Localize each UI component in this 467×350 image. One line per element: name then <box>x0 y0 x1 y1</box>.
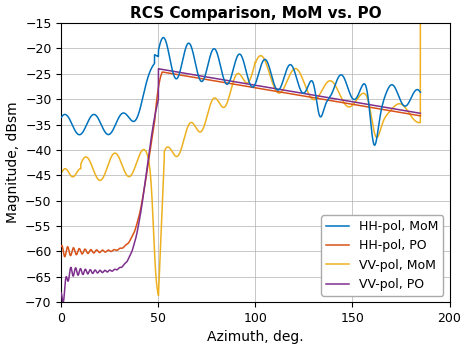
HH-pol, MoM <box>124 113 129 117</box>
HH-pol, PO <box>326 98 332 103</box>
VV-pol, PO <box>354 100 360 105</box>
HH-pol, MoM <box>417 90 423 94</box>
VV-pol, MoM <box>58 171 64 175</box>
VV-pol, PO <box>156 67 161 71</box>
VV-pol, MoM <box>196 129 201 133</box>
HH-pol, MoM <box>196 74 201 78</box>
VV-pol, MoM <box>274 90 280 94</box>
HH-pol, PO <box>62 254 68 259</box>
Line: VV-pol, PO: VV-pol, PO <box>61 69 420 302</box>
HH-pol, PO <box>292 92 298 97</box>
HH-pol, PO <box>124 242 129 246</box>
VV-pol, PO <box>326 96 332 100</box>
Line: HH-pol, MoM: HH-pol, MoM <box>61 37 420 145</box>
X-axis label: Azimuth, deg.: Azimuth, deg. <box>207 330 304 344</box>
VV-pol, MoM <box>124 173 129 177</box>
Title: RCS Comparison, MoM vs. PO: RCS Comparison, MoM vs. PO <box>130 6 381 21</box>
VV-pol, MoM <box>292 66 298 71</box>
HH-pol, MoM <box>326 96 332 100</box>
HH-pol, MoM <box>274 88 280 92</box>
HH-pol, PO <box>58 244 64 248</box>
HH-pol, MoM <box>372 143 377 147</box>
VV-pol, PO <box>196 74 201 78</box>
Y-axis label: Magnitude, dBsm: Magnitude, dBsm <box>6 102 20 223</box>
HH-pol, MoM <box>58 115 64 119</box>
HH-pol, PO <box>354 103 360 107</box>
Line: HH-pol, PO: HH-pol, PO <box>61 72 420 257</box>
HH-pol, PO <box>196 76 201 80</box>
Line: VV-pol, MoM: VV-pol, MoM <box>61 0 420 295</box>
HH-pol, PO <box>417 114 423 118</box>
Legend: HH-pol, MoM, HH-pol, PO, VV-pol, MoM, VV-pol, PO: HH-pol, MoM, HH-pol, PO, VV-pol, MoM, VV… <box>321 215 443 296</box>
VV-pol, PO <box>60 300 66 304</box>
HH-pol, MoM <box>354 96 360 100</box>
VV-pol, MoM <box>326 79 332 83</box>
VV-pol, MoM <box>354 98 360 102</box>
HH-pol, PO <box>160 70 165 74</box>
VV-pol, PO <box>292 90 298 94</box>
VV-pol, PO <box>124 260 129 264</box>
HH-pol, PO <box>274 89 280 93</box>
VV-pol, PO <box>274 87 280 91</box>
HH-pol, MoM <box>292 70 298 75</box>
VV-pol, MoM <box>156 293 161 298</box>
HH-pol, MoM <box>161 35 166 40</box>
VV-pol, PO <box>417 111 423 116</box>
VV-pol, PO <box>58 291 64 295</box>
